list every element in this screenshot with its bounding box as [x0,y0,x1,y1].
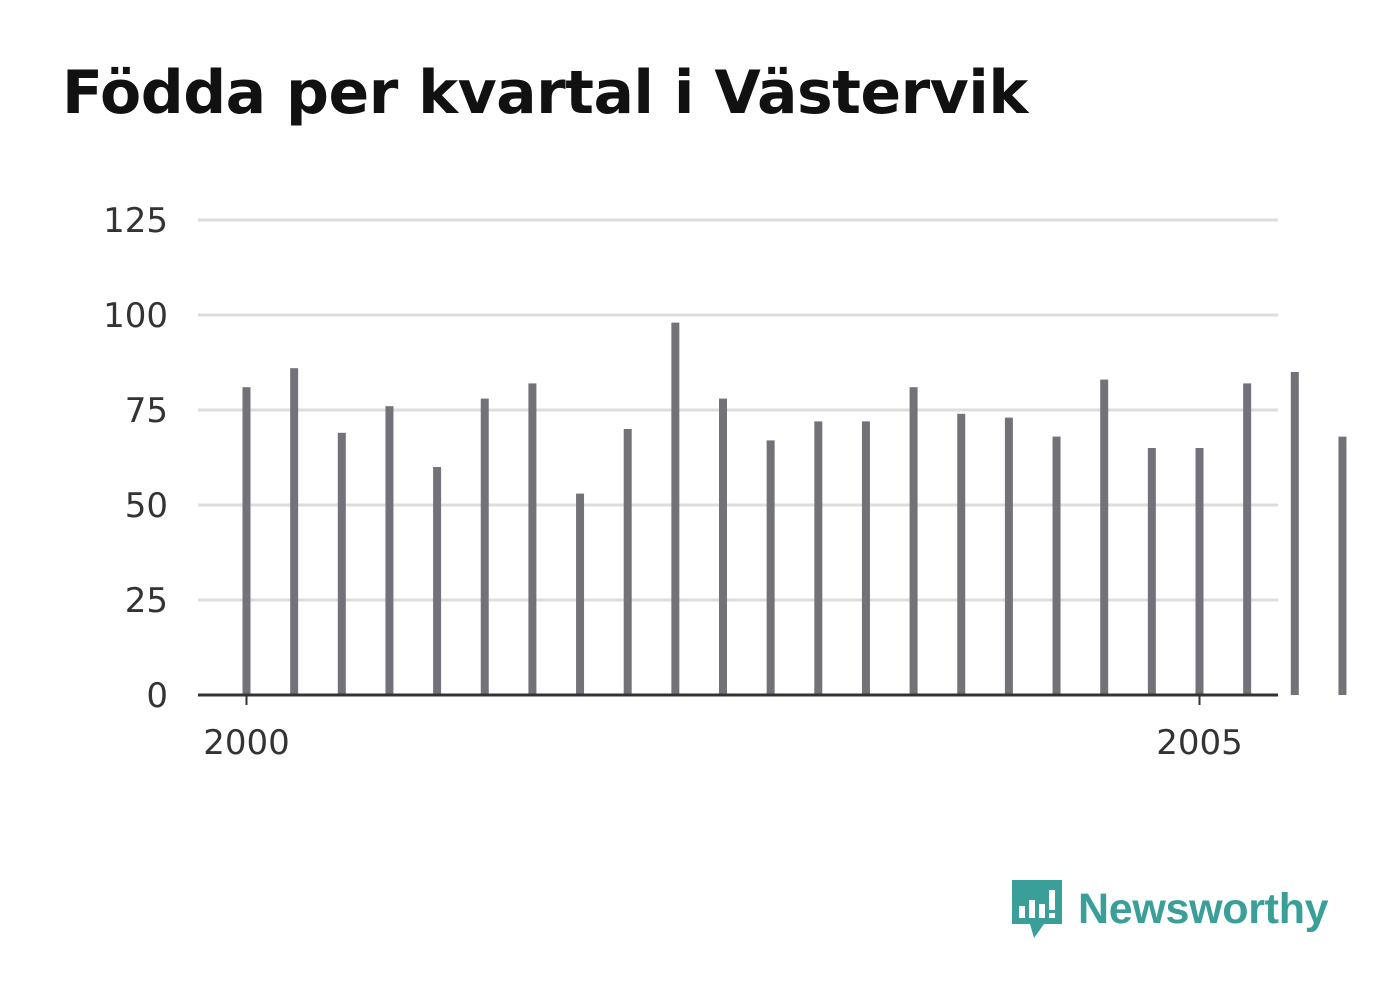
y-tick-label: 50 [125,486,168,526]
bar [1290,372,1299,695]
brand-name: Newsworthy [1078,884,1329,933]
bar [766,440,775,695]
bar [719,398,727,695]
bar [385,406,394,695]
newsworthy-logo-icon [1012,880,1062,938]
x-tick-label: 2005 [1156,723,1243,763]
y-tick-label: 125 [103,201,168,241]
bar [1052,436,1061,695]
bar [528,383,537,695]
y-axis-ticks: 0 25 50 75 100 125 [103,201,168,716]
y-tick-label: 25 [125,581,168,621]
x-tick-label: 2000 [203,723,290,763]
bar [290,368,299,695]
bar [1100,379,1109,695]
bar [576,493,585,695]
bar [433,467,442,695]
bar [814,421,823,695]
bar [957,413,966,695]
chart-title: Födda per kvartal i Västervik [62,58,1028,128]
bar [480,398,489,695]
bar [1147,448,1156,695]
bar [1243,383,1252,695]
bars [242,322,1347,695]
y-tick-label: 0 [146,676,168,716]
newsworthy-logo[interactable]: Newsworthy [1010,878,1329,940]
bar [242,387,251,695]
bar [337,432,346,695]
y-tick-label: 100 [103,296,168,336]
bar [623,429,632,695]
bar [1195,448,1204,695]
bar [671,322,680,695]
y-tick-label: 75 [125,391,168,431]
bar [909,387,918,695]
gridlines [198,218,1278,602]
x-axis-ticks: 200020052010201520202025 [203,695,1243,763]
bar [1338,436,1347,695]
bar [861,421,870,695]
bar [1004,417,1013,695]
